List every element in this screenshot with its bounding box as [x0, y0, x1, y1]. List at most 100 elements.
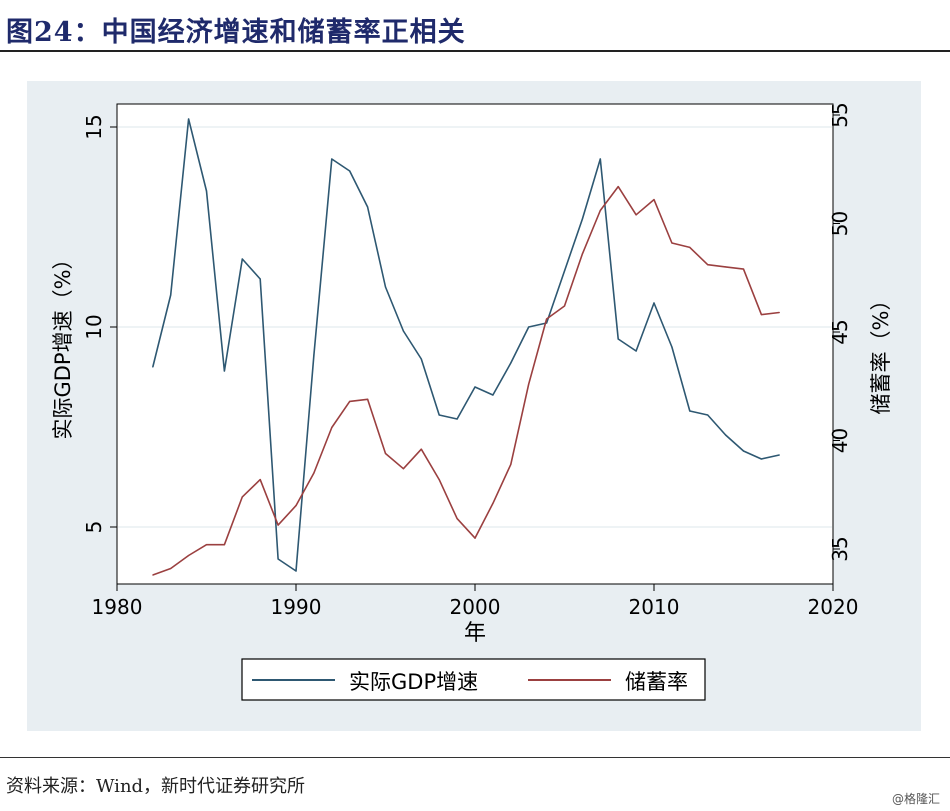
watermark: @格隆汇: [891, 792, 940, 806]
figure-label: 图24：: [6, 17, 102, 48]
data-point-savings: [474, 537, 476, 539]
x-tick-label: 2000: [450, 595, 501, 619]
data-point-gdp: [474, 386, 476, 388]
data-point-savings: [707, 264, 709, 266]
data-point-savings: [277, 524, 279, 526]
chart: 1980 1990 2000 2010 2020 5 10 15 35 40 45 50 55 年 实际…: [27, 81, 921, 731]
data-point-gdp: [599, 158, 601, 160]
y-left-tick-label: 10: [82, 314, 106, 339]
data-point-savings: [402, 468, 404, 470]
data-point-gdp: [528, 326, 530, 328]
data-point-savings: [492, 502, 494, 505]
data-point-savings: [456, 518, 458, 520]
data-point-gdp: [581, 218, 584, 220]
data-point-gdp: [635, 350, 637, 352]
y-left-tick-label: 5: [82, 521, 106, 534]
legend-label-gdp: 实际GDP增速: [349, 670, 478, 694]
x-tick-label: 2020: [808, 595, 859, 619]
data-point-savings: [546, 318, 548, 320]
data-point-gdp: [420, 358, 422, 360]
data-point-gdp: [384, 286, 387, 288]
data-point-gdp: [671, 346, 673, 348]
data-point-gdp: [510, 362, 512, 364]
data-point-gdp: [456, 418, 458, 420]
title-divider: [0, 50, 950, 52]
data-point-savings: [367, 398, 369, 400]
data-point-savings: [420, 448, 422, 450]
data-point-savings: [205, 544, 208, 546]
data-point-savings: [510, 463, 512, 465]
data-point-savings: [689, 246, 691, 248]
y-axis-label-right: 储蓄率（%）: [869, 290, 893, 415]
data-point-savings: [259, 478, 261, 481]
data-point-savings: [528, 383, 530, 385]
y-right-tick-label: 35: [828, 536, 852, 561]
y-right-tick-label: 55: [828, 102, 852, 127]
data-point-gdp: [653, 302, 655, 304]
footer-divider: [0, 757, 950, 758]
source-note: 资料来源：Wind，新时代证券研究所: [6, 776, 306, 797]
data-point-savings: [671, 242, 673, 244]
data-point-gdp: [689, 410, 691, 412]
data-point-savings: [349, 400, 351, 403]
data-point-savings: [295, 505, 297, 507]
data-point-gdp: [313, 354, 315, 356]
data-point-gdp: [563, 270, 566, 272]
y-right-tick-label: 40: [828, 428, 852, 453]
data-point-savings: [313, 472, 315, 474]
data-point-gdp: [617, 338, 619, 340]
data-point-savings: [223, 544, 225, 546]
x-axis-label: 年: [464, 621, 486, 646]
data-point-savings: [331, 426, 333, 429]
series-line-savings: [152, 185, 780, 576]
legend: 实际GDP增速 储蓄率: [241, 658, 706, 701]
data-point-savings: [617, 186, 619, 188]
data-point-gdp: [438, 414, 440, 416]
x-tick-label: 1980: [92, 595, 143, 619]
series-line-gdp: [152, 118, 780, 572]
data-point-savings: [599, 209, 601, 212]
data-point-gdp: [492, 394, 494, 396]
data-point-gdp: [205, 190, 208, 192]
data-point-savings: [760, 314, 763, 316]
data-point-gdp: [367, 206, 369, 208]
data-point-gdp: [188, 118, 190, 120]
figure-title: 图24：中国经济增速和储蓄率正相关: [6, 10, 466, 49]
figure-title-text: 中国经济增速和储蓄率正相关: [101, 17, 466, 48]
data-point-gdp: [725, 434, 727, 436]
x-tick-label: 2010: [629, 595, 680, 619]
data-point-gdp: [402, 330, 404, 332]
data-point-savings: [170, 567, 172, 570]
data-point-gdp: [295, 570, 297, 572]
data-point-savings: [188, 554, 190, 557]
data-point-savings: [438, 478, 440, 481]
x-tick-label: 1990: [271, 595, 322, 619]
data-point-gdp: [742, 450, 745, 452]
data-point-gdp: [707, 414, 709, 416]
data-point-savings: [563, 305, 566, 307]
data-point-gdp: [349, 170, 351, 172]
series-layer: [152, 118, 780, 576]
data-point-savings: [384, 452, 387, 455]
y-axis-label-left: 实际GDP增速（%）: [51, 248, 75, 439]
data-point-gdp: [331, 158, 333, 160]
data-point-savings: [635, 214, 637, 216]
legend-label-savings: 储蓄率: [625, 670, 688, 694]
data-point-savings: [241, 496, 243, 498]
data-point-savings: [742, 268, 745, 270]
y-left-tick-label: 15: [82, 114, 106, 139]
data-point-savings: [581, 253, 584, 255]
data-point-gdp: [760, 458, 763, 460]
y-right-tick-label: 45: [828, 319, 852, 344]
data-point-savings: [653, 199, 655, 201]
data-point-gdp: [241, 258, 243, 260]
data-point-gdp: [152, 366, 154, 368]
data-point-gdp: [170, 294, 172, 296]
data-point-gdp: [277, 558, 279, 560]
data-point-savings: [725, 266, 727, 268]
data-point-gdp: [259, 278, 261, 280]
data-point-gdp: [778, 454, 780, 456]
data-point-gdp: [223, 370, 225, 372]
data-point-savings: [152, 574, 154, 576]
grid-lines: [118, 126, 832, 528]
